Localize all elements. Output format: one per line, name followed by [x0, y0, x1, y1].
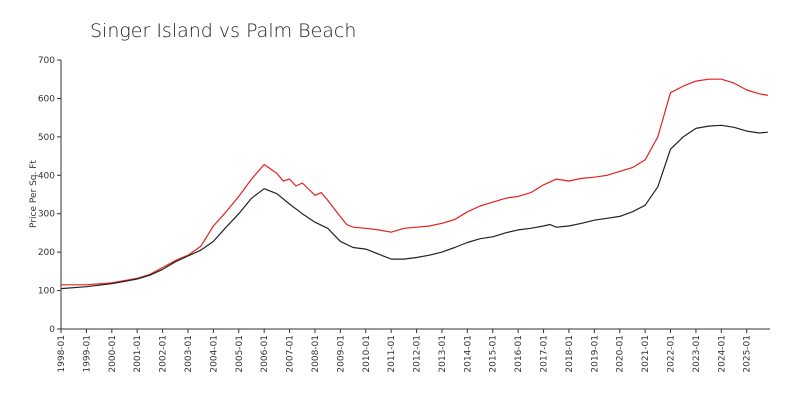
x-tick-label: 2009-01: [336, 335, 346, 373]
x-tick-label: 2017-01: [540, 335, 550, 373]
x-tick-label: 2018-01: [565, 335, 575, 373]
x-tick-label: 2016-01: [514, 335, 524, 373]
chart-title: Singer Island vs Palm Beach: [90, 20, 356, 42]
x-tick-label: 2024-01: [717, 335, 727, 373]
axes: 0 100 200 300 400 500 600 700 1998-01 1999-01 2000…: [38, 56, 770, 373]
x-tick-label: 2020-01: [616, 335, 626, 373]
y-tick-label: 500: [38, 133, 55, 143]
x-tick-label: 2025-01: [743, 335, 753, 373]
y-tick-label: 300: [38, 210, 55, 220]
x-tick-label: 1999-01: [82, 335, 92, 373]
x-tick-label: 2022-01: [667, 335, 677, 373]
x-tick-label: 2021-01: [641, 335, 651, 373]
x-tick-label: 2015-01: [489, 335, 499, 373]
x-tick-label: 2014-01: [463, 335, 473, 373]
x-tick-label: 2001-01: [133, 335, 143, 373]
y-tick-label: 600: [38, 94, 55, 104]
y-tick-label: 400: [38, 171, 55, 181]
y-tick-label: 100: [38, 287, 55, 297]
x-tick-label: 2004-01: [209, 335, 219, 373]
x-tick-label: 2013-01: [438, 335, 448, 373]
x-tick-label: 2008-01: [311, 335, 321, 373]
x-tick-label: 2019-01: [590, 335, 600, 373]
y-axis-label: Price Per Sq. Ft: [29, 160, 39, 228]
y-tick-label: 0: [49, 325, 55, 335]
y-tick-label: 700: [38, 56, 55, 66]
x-tick-label: 2003-01: [184, 335, 194, 373]
x-tick-label: 2006-01: [260, 335, 270, 373]
x-tick-label: 2023-01: [692, 335, 702, 373]
x-tick-label: 2012-01: [413, 335, 423, 373]
x-tick-label: 1998-01: [57, 335, 67, 373]
x-tick-label: 2010-01: [362, 335, 372, 373]
x-tick-label: 2007-01: [286, 335, 296, 373]
x-tick-label: 2002-01: [159, 335, 169, 373]
x-tick-label: 2005-01: [235, 335, 245, 373]
series-line-1: [61, 78, 769, 286]
x-tick-label: 2000-01: [108, 335, 118, 373]
series-line-2: [60, 124, 768, 290]
y-tick-label: 200: [38, 248, 55, 258]
series-lines: [60, 78, 769, 290]
x-tick-label: 2011-01: [387, 335, 397, 373]
